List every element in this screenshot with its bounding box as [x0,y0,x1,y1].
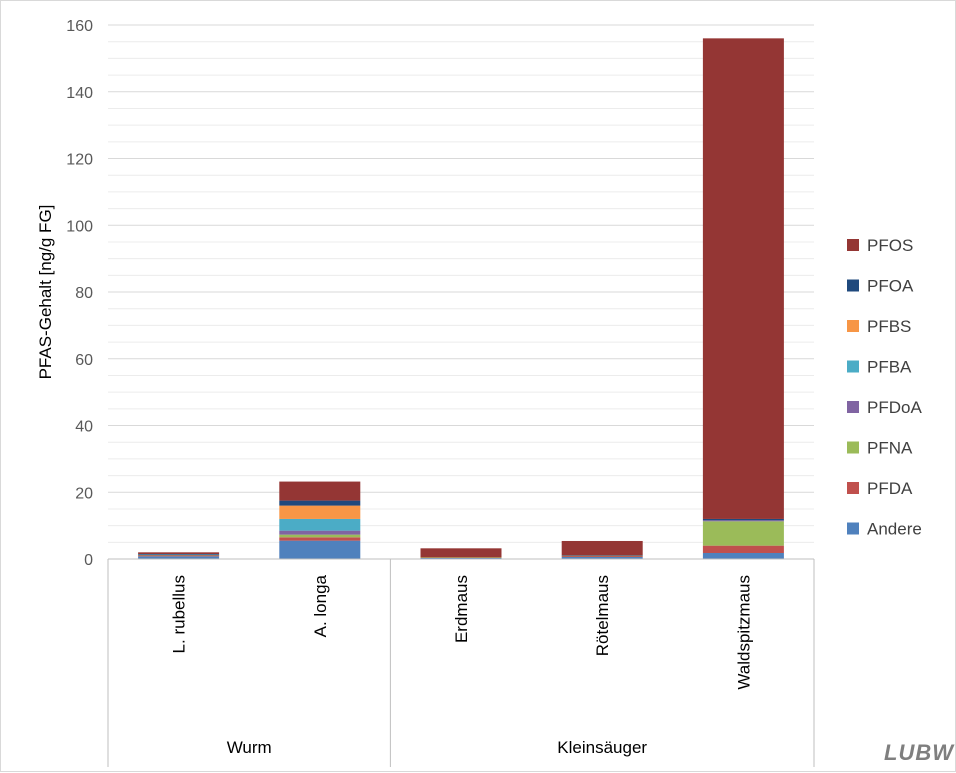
bar-segment-pfoa [561,555,643,556]
legend: PFOS PFOA PFBS PFBA PFDoA PFNA PFDA Andere [847,236,922,539]
bar-segment-pfna [279,534,361,538]
y-tick-label: 120 [66,152,93,169]
bar-segment-pfos [420,548,502,557]
bar-segment-pfda [561,555,643,557]
bar-segment-pfoa [138,553,220,555]
bars [138,38,784,559]
category-label: L. rubellus [170,575,189,653]
gridlines [108,24,814,543]
y-tick-label: 60 [75,352,93,369]
legend-swatch [847,320,859,332]
category-label: Erdmaus [452,575,471,643]
legend-label: PFDA [867,479,913,498]
bar-segment-pfda [138,555,220,557]
category-label: Rötelmaus [593,575,612,656]
logo: LUBW [884,740,955,765]
bar-segment-pfoa [279,500,361,506]
legend-label: PFOA [867,277,914,296]
bar-segment-pfos [561,540,643,556]
y-tick-label: 0 [84,552,93,569]
legend-label: PFBA [867,358,912,377]
bar-segment-andere [702,552,784,559]
y-tick-label: 160 [66,18,93,35]
category-label: A. longa [311,574,330,637]
y-tick-label: 40 [75,419,93,436]
bar-segment-pfna [702,521,784,546]
legend-label: PFBS [867,317,911,336]
legend-swatch [847,239,859,251]
legend-swatch [847,401,859,413]
bar-segment-pfna [561,555,643,557]
category-labels: L. rubellus A. longa Erdmaus Rötelmaus Walds… [170,574,754,689]
y-tick-label: 140 [66,85,93,102]
bar-segment-pfos [138,552,220,554]
bar-segment-pfda [702,545,784,553]
axes [107,558,815,767]
legend-swatch [847,279,859,292]
bar-segment-andere [420,557,502,559]
legend-label: PFNA [867,439,913,458]
bar-segment-pfbs [279,505,361,519]
bar-segment-pfda [420,557,502,558]
legend-swatch [847,482,859,494]
legend-swatch [847,360,859,373]
bar-segment-pfos [702,38,784,519]
bar-segment-pfdoa [138,554,220,556]
y-tick-label: 20 [75,485,93,502]
y-axis-label: PFAS-Gehalt [ng/g FG] [36,205,55,380]
legend-swatch [847,522,859,535]
y-tick-label: 100 [66,218,93,235]
category-label: Waldspitzmaus [734,575,753,690]
bar-segment-pfba [138,554,220,555]
bar-segment-pfna [138,554,220,556]
group-label: Kleinsäuger [557,738,647,757]
bar-segment-pfos [279,481,361,501]
legend-swatch [847,441,859,454]
bar-segment-pfda [279,537,361,541]
legend-label: Andere [867,520,922,539]
bar-segment-pfoa [702,518,784,521]
bar-segment-andere [279,540,361,559]
y-tick-labels: 0 20 40 60 80 100 120 140 160 [66,18,93,569]
bar-segment-pfdoa [279,530,361,535]
legend-label: PFOS [867,236,913,255]
bar-segment-pfdoa [702,520,784,522]
group-label: Wurm [227,738,272,757]
bar-segment-andere [561,556,643,559]
y-tick-label: 80 [75,285,93,302]
bar-segment-pfba [279,518,361,531]
bar-segment-andere [138,556,220,559]
group-labels: Wurm Kleinsäuger [227,738,648,757]
bar-segment-pfna [420,556,502,558]
legend-label: PFDoA [867,398,922,417]
